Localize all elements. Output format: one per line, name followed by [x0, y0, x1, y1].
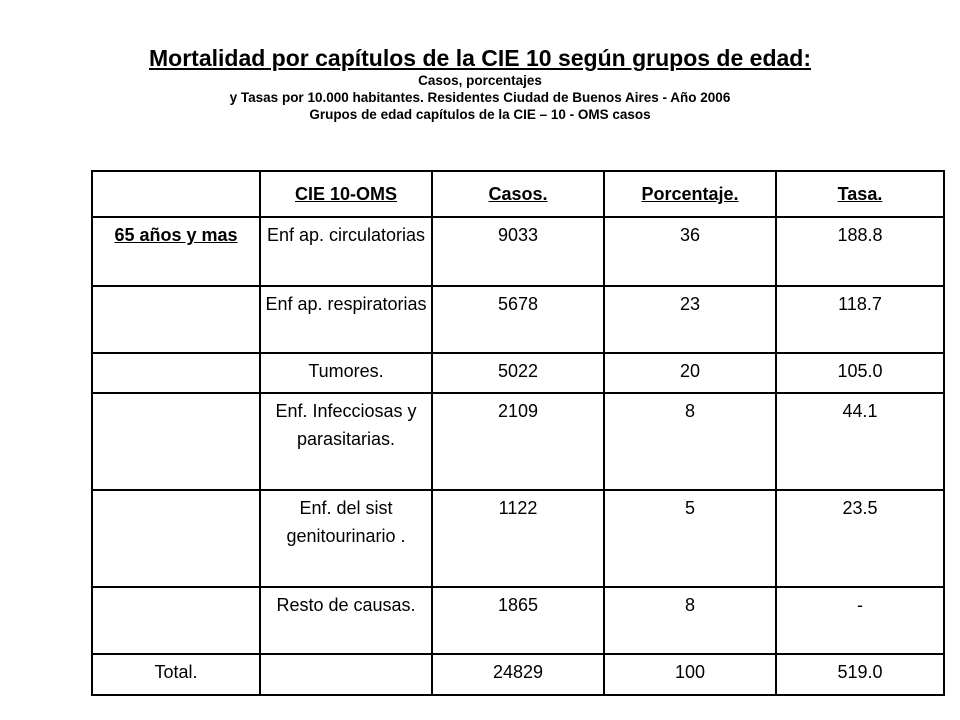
group-cell: 65 años y mas	[91, 216, 261, 287]
porcentaje-cell: 36	[603, 216, 777, 287]
casos-cell: 5022	[431, 352, 605, 394]
tasa-cell: -	[775, 586, 945, 655]
mortality-table: CIE 10-OMS Casos. Porcentaje. Tasa. 65 a…	[91, 170, 945, 696]
porcentaje-cell: 5	[603, 489, 777, 588]
group-cell	[91, 352, 261, 394]
cause-cell: Resto de causas.	[259, 586, 433, 655]
table-total-row: Total. 24829 100 519.0	[91, 653, 945, 696]
group-cell	[91, 285, 261, 354]
total-label-cell: Total.	[91, 653, 261, 696]
group-cell	[91, 392, 261, 491]
group-cell	[91, 489, 261, 588]
column-header-casos: Casos.	[431, 170, 605, 218]
table-row: Tumores. 5022 20 105.0	[91, 352, 945, 394]
total-tasa-cell: 519.0	[775, 653, 945, 696]
subtitle-line-1: Casos, porcentajes	[418, 73, 542, 88]
subtitle-line-3: Grupos de edad capítulos de la CIE – 10 …	[309, 107, 651, 122]
casos-cell: 5678	[431, 285, 605, 354]
subtitle-line-2: y Tasas por 10.000 habitantes. Residente…	[229, 90, 731, 105]
tasa-cell: 188.8	[775, 216, 945, 287]
casos-cell: 1865	[431, 586, 605, 655]
title-block: Mortalidad por capítulos de la CIE 10 se…	[0, 44, 960, 123]
column-header-porcentaje: Porcentaje.	[603, 170, 777, 218]
table-row: Resto de causas. 1865 8 -	[91, 586, 945, 655]
table-header-row: CIE 10-OMS Casos. Porcentaje. Tasa.	[91, 170, 945, 218]
casos-cell: 1122	[431, 489, 605, 588]
column-header-tasa: Tasa.	[775, 170, 945, 218]
column-header-cie: CIE 10-OMS	[259, 170, 433, 218]
cause-cell: Enf. Infecciosas y parasitarias.	[259, 392, 433, 491]
table-row: Enf. Infecciosas y parasitarias. 2109 8 …	[91, 392, 945, 491]
tasa-cell: 118.7	[775, 285, 945, 354]
cause-cell: Enf. del sist genitourinario .	[259, 489, 433, 588]
casos-cell: 2109	[431, 392, 605, 491]
total-porcentaje-cell: 100	[603, 653, 777, 696]
cause-cell: Enf ap. respiratorias	[259, 285, 433, 354]
porcentaje-cell: 8	[603, 392, 777, 491]
total-casos-cell: 24829	[431, 653, 605, 696]
porcentaje-cell: 23	[603, 285, 777, 354]
cause-cell: Enf ap. circulatorias	[259, 216, 433, 287]
tasa-cell: 23.5	[775, 489, 945, 588]
page-title: Mortalidad por capítulos de la CIE 10 se…	[149, 45, 811, 71]
column-header-group	[91, 170, 261, 218]
porcentaje-cell: 8	[603, 586, 777, 655]
cause-cell: Tumores.	[259, 352, 433, 394]
tasa-cell: 44.1	[775, 392, 945, 491]
tasa-cell: 105.0	[775, 352, 945, 394]
porcentaje-cell: 20	[603, 352, 777, 394]
group-cell	[91, 586, 261, 655]
total-cause-cell	[259, 653, 433, 696]
table-row: Enf. del sist genitourinario . 1122 5 23…	[91, 489, 945, 588]
casos-cell: 9033	[431, 216, 605, 287]
table-row: Enf ap. respiratorias 5678 23 118.7	[91, 285, 945, 354]
table-row: 65 años y mas Enf ap. circulatorias 9033…	[91, 216, 945, 287]
